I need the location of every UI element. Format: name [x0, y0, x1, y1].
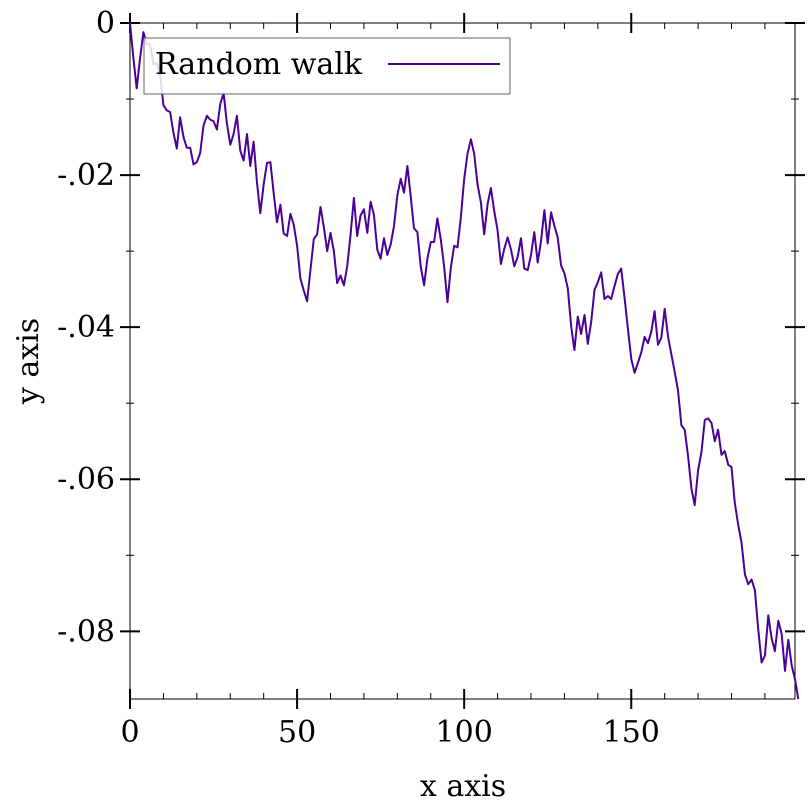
x-axis-label: x axis: [420, 769, 506, 804]
x-tick-label: 50: [278, 715, 316, 750]
y-tick-label: 0: [96, 6, 115, 41]
y-tick-label: -.06: [57, 462, 115, 497]
plot-area-frame: [129, 22, 796, 700]
x-tick-label: 150: [603, 715, 660, 750]
x-tick-label: 0: [120, 715, 139, 750]
y-axis-label: y axis: [11, 318, 46, 405]
axis-ticks: 0 50 100 150 0 -.02 -.04 -.06 -.08: [57, 6, 805, 750]
series-line-random-walk: [129, 22, 800, 700]
legend: Random walk: [143, 37, 511, 95]
y-tick-label: -.04: [57, 310, 115, 345]
x-tick-label: 100: [436, 715, 493, 750]
series-layer: [129, 22, 800, 700]
y-tick-label: -.08: [57, 614, 115, 649]
legend-label: Random walk: [155, 47, 363, 82]
legend-box: [143, 37, 511, 95]
y-tick-label: -.02: [57, 158, 115, 193]
